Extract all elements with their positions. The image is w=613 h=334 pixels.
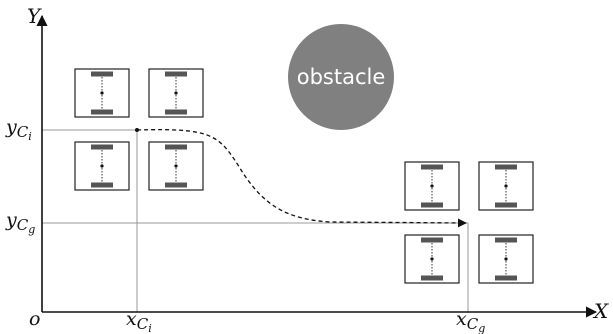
robot-center (504, 257, 508, 261)
obstacle-label: obstacle (297, 65, 386, 89)
robot-wheel-bottom (165, 182, 187, 188)
trajectory-path (136, 129, 467, 228)
x-tick-label-cg: xCg (456, 308, 485, 334)
robot-center (100, 164, 104, 168)
robot-wheel-bottom (91, 182, 113, 188)
x-tick-label-ci: xCi (126, 308, 152, 334)
robot-wheel-top (495, 164, 517, 170)
start-formation (74, 68, 204, 191)
y-axis-label: Y (27, 4, 42, 28)
x-axis-label: X (592, 299, 609, 323)
robot-wheel-top (165, 71, 187, 77)
robot-wheel-bottom (165, 109, 187, 115)
y-tick-label-cg: yCg (5, 209, 35, 236)
robot-center (174, 91, 178, 95)
start-robot-1 (74, 68, 130, 118)
robot-wheel-bottom (421, 275, 443, 281)
origin-label: o (29, 308, 40, 330)
robot-wheel-bottom (495, 275, 517, 281)
robot-wheel-top (495, 237, 517, 243)
robot-wheel-top (421, 164, 443, 170)
robot-wheel-bottom (91, 109, 113, 115)
robot-center (174, 164, 178, 168)
robot-center (100, 91, 104, 95)
goal-robot-3 (404, 234, 460, 284)
goal-robot-4 (478, 234, 534, 284)
start-robot-3 (74, 141, 130, 191)
obstacle-circle (288, 24, 394, 130)
y-tick-label-ci: yCi (5, 116, 32, 143)
robot-wheel-top (421, 237, 443, 243)
goal-robot-2 (478, 161, 534, 211)
robot-center (430, 184, 434, 188)
robot-center (430, 257, 434, 261)
robot-wheel-top (165, 144, 187, 150)
goal-robot-1 (404, 161, 460, 211)
robot-wheel-top (91, 71, 113, 77)
start-robot-2 (148, 68, 204, 118)
robot-center (504, 184, 508, 188)
robot-wheel-top (91, 144, 113, 150)
robot-wheel-bottom (421, 202, 443, 208)
robot-wheel-bottom (495, 202, 517, 208)
start-robot-4 (148, 141, 204, 191)
goal-formation (404, 161, 534, 284)
